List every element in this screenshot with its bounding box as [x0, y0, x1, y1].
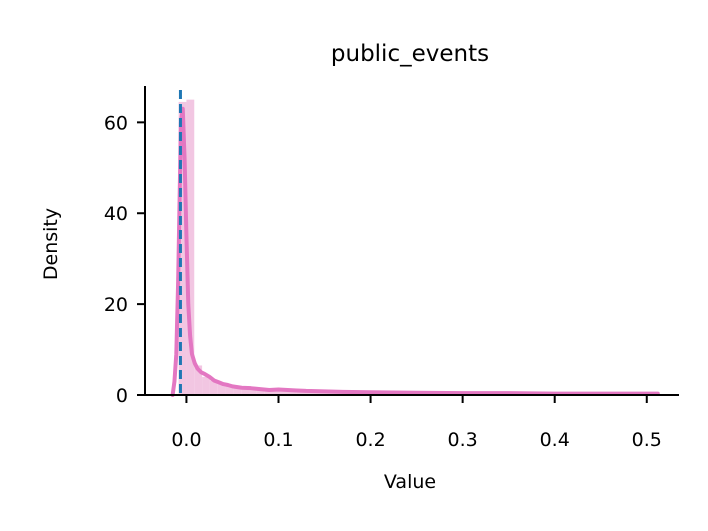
- histogram-bar: [264, 389, 279, 395]
- x-tick-label: 0.1: [263, 429, 293, 451]
- histogram-bar: [233, 386, 242, 395]
- kde-layer: [170, 106, 660, 397]
- y-tick-label: 20: [104, 294, 128, 316]
- histogram-bar: [278, 390, 297, 395]
- histogram-bar: [256, 389, 265, 395]
- y-tick-label: 0: [116, 385, 128, 407]
- y-ticks: 0 20 40 60: [104, 112, 145, 407]
- kde-line: [170, 106, 660, 397]
- x-tick-label: 0.2: [355, 429, 385, 451]
- histogram-bar: [202, 376, 210, 395]
- x-tick-label: 0.3: [448, 429, 478, 451]
- x-tick-label: 0.4: [540, 429, 570, 451]
- histogram-bar: [194, 365, 203, 395]
- y-tick-label: 40: [104, 203, 128, 225]
- histogram-bar: [217, 383, 226, 395]
- y-axis-label: Density: [40, 208, 62, 280]
- chart-title: public_events: [331, 41, 489, 67]
- x-tick-label: 0.0: [171, 429, 201, 451]
- histogram-bar: [209, 380, 218, 395]
- x-tick-label: 0.5: [632, 429, 662, 451]
- y-tick-label: 60: [104, 112, 128, 134]
- histogram-bar: [241, 387, 250, 395]
- histogram-bar: [225, 385, 234, 395]
- x-ticks: 0.0 0.1 0.2 0.3 0.4 0.5: [171, 395, 662, 451]
- histogram-bar: [178, 101, 187, 396]
- histogram-bar: [186, 99, 195, 395]
- histogram-layer: [178, 99, 658, 396]
- histogram-bar: [249, 388, 257, 395]
- x-axis-label: Value: [384, 471, 436, 493]
